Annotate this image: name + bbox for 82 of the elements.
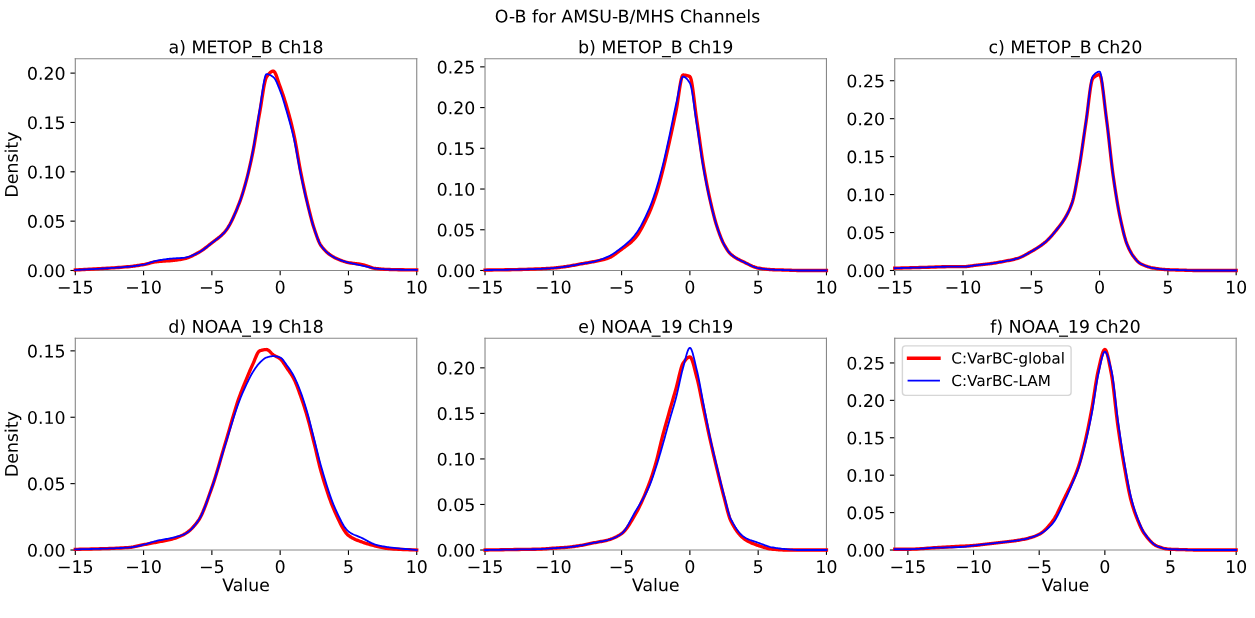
y-tick-label: 0.10 <box>28 165 65 179</box>
x-tick-label: 0 <box>1100 560 1110 574</box>
y-tick-label: 0.05 <box>437 223 474 237</box>
y-tick-label: 0.00 <box>437 264 475 278</box>
y-tick-label: 0.25 <box>437 60 474 74</box>
y-tick-label: 0.10 <box>847 468 884 483</box>
y-tick-label: 0.10 <box>437 182 475 196</box>
x-tick-label: 0 <box>275 280 285 294</box>
y-tick-label: 0.05 <box>847 506 884 520</box>
y-tick-label: 0.00 <box>28 543 65 557</box>
x-tick-label: 5 <box>344 280 353 294</box>
y-tick-label: 0.20 <box>847 394 884 408</box>
x-axis-title: Value <box>1041 577 1089 592</box>
y-tick-label: 0.05 <box>437 498 474 512</box>
y-axis-title: Density <box>4 132 22 196</box>
x-axis-title: Value <box>222 577 269 592</box>
x-axis-title: Value <box>632 577 679 592</box>
x-tick-label: −15 <box>878 280 912 294</box>
y-axis-title: Density <box>4 411 22 476</box>
x-tick-label: −10 <box>127 560 161 574</box>
y-tick-label: 0.05 <box>847 226 884 240</box>
x-tick-label: −10 <box>536 560 571 574</box>
x-tick-label: 10 <box>1227 560 1247 574</box>
x-tick-label: 0 <box>685 560 695 574</box>
text: O-B for AMSU-B/MHS Channels <box>495 9 760 25</box>
y-tick-label: 0.15 <box>847 150 884 164</box>
chart-title: f) NOAA_19 Ch20 <box>990 319 1140 337</box>
y-tick-label: 0.15 <box>437 407 474 421</box>
x-tick-label: 10 <box>407 560 427 574</box>
chart-title: e) NOAA_19 Ch19 <box>579 319 733 337</box>
y-tick-label: 0.00 <box>847 543 884 557</box>
y-tick-label: 0.15 <box>28 344 65 358</box>
y-tick-label: 0.00 <box>437 543 475 557</box>
y-tick-label: 0.10 <box>28 410 65 425</box>
x-tick-label: −5 <box>610 560 633 574</box>
y-tick-label: 0.00 <box>28 264 65 278</box>
y-tick-label: 0.10 <box>437 452 475 466</box>
x-tick-label: 5 <box>753 280 763 294</box>
y-tick-label: 0.15 <box>437 142 474 156</box>
x-tick-label: −15 <box>468 560 502 574</box>
x-tick-label: −10 <box>536 280 571 294</box>
x-tick-label: 5 <box>753 560 763 574</box>
x-tick-label: 5 <box>344 560 353 574</box>
x-tick-label: 0 <box>1095 280 1104 294</box>
x-tick-label: 10 <box>817 280 837 294</box>
x-tick-label: −15 <box>468 280 502 294</box>
y-tick-label: 0.25 <box>847 74 884 88</box>
y-tick-label: 0.05 <box>28 477 65 491</box>
chart-title: a) METOP_B Ch18 <box>169 39 323 58</box>
x-tick-label: 0 <box>275 560 285 574</box>
x-tick-label: −10 <box>946 280 981 294</box>
legend-label: C:VarBC-global <box>952 352 1064 367</box>
y-tick-label: 0.20 <box>437 101 475 115</box>
x-tick-label: −5 <box>610 280 633 294</box>
x-tick-label: 5 <box>1163 280 1172 294</box>
y-tick-label: 0.20 <box>437 361 475 375</box>
x-tick-label: −15 <box>58 560 93 574</box>
x-tick-label: 10 <box>1227 280 1247 294</box>
y-tick-label: 0.00 <box>847 264 884 278</box>
x-tick-label: 5 <box>1166 560 1175 574</box>
x-tick-label: −5 <box>1020 280 1043 294</box>
x-tick-label: −15 <box>58 280 93 294</box>
x-tick-label: −15 <box>891 560 925 574</box>
y-tick-label: 0.05 <box>28 214 65 228</box>
y-tick-label: 0.15 <box>28 116 65 130</box>
x-tick-label: −5 <box>1028 560 1051 574</box>
chart-title: c) METOP_B Ch20 <box>989 39 1142 58</box>
chart-title: b) METOP_B Ch19 <box>579 39 733 58</box>
y-tick-label: 0.25 <box>847 356 884 370</box>
x-tick-label: −5 <box>200 280 224 294</box>
x-tick-label: 10 <box>407 280 427 294</box>
y-tick-label: 0.20 <box>847 112 884 126</box>
x-tick-label: 0 <box>685 280 695 294</box>
y-tick-label: 0.20 <box>28 66 65 80</box>
x-tick-label: −10 <box>127 280 161 294</box>
chart-title: d) NOAA_19 Ch18 <box>169 319 323 337</box>
x-tick-label: −5 <box>200 560 224 574</box>
legend-label: C:VarBC-LAM <box>952 374 1050 387</box>
y-tick-label: 0.10 <box>847 188 884 202</box>
x-tick-label: −10 <box>957 560 991 574</box>
y-tick-label: 0.15 <box>847 431 884 445</box>
x-tick-label: 10 <box>817 560 837 574</box>
